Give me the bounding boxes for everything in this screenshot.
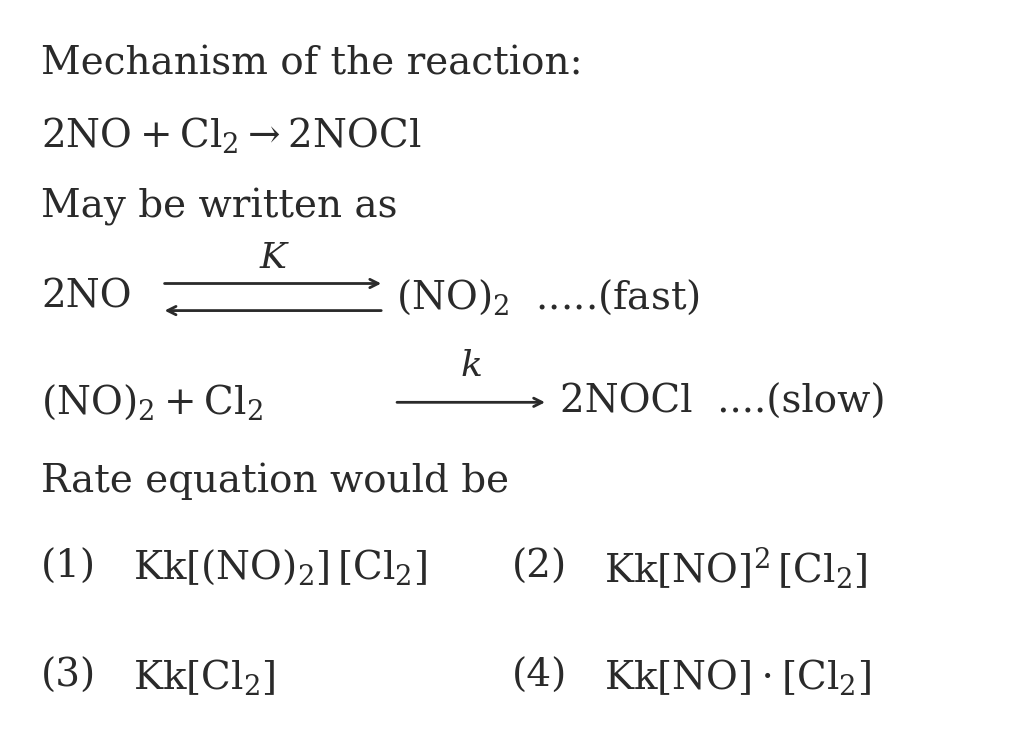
Text: $\mathdefault{Kk[Cl_2]}$: $\mathdefault{Kk[Cl_2]}$ (133, 656, 275, 697)
Text: Mechanism of the reaction:: Mechanism of the reaction: (41, 45, 583, 83)
Text: $\mathdefault{(NO)_2 + Cl_2}$: $\mathdefault{(NO)_2 + Cl_2}$ (41, 383, 263, 422)
Text: (2): (2) (512, 549, 567, 587)
Text: $\mathdefault{(NO)_2}$  .....(fast): $\mathdefault{(NO)_2}$ .....(fast) (396, 277, 700, 317)
Text: Rate equation would be: Rate equation would be (41, 462, 509, 500)
Text: $\mathdefault{Kk[NO]\cdot[Cl_2]}$: $\mathdefault{Kk[NO]\cdot[Cl_2]}$ (604, 656, 871, 697)
Text: $\mathdefault{2NO + Cl_2 \rightarrow 2NOCl}$: $\mathdefault{2NO + Cl_2 \rightarrow 2NO… (41, 115, 422, 156)
Text: (3): (3) (41, 658, 96, 696)
Text: $\mathdefault{Kk[NO]^2\,[Cl_2]}$: $\mathdefault{Kk[NO]^2\,[Cl_2]}$ (604, 545, 867, 590)
Text: 2NOCl  ....(slow): 2NOCl ....(slow) (560, 384, 886, 421)
Text: 2NO: 2NO (41, 278, 131, 316)
Text: (1): (1) (41, 549, 96, 587)
Text: k: k (460, 349, 482, 384)
Text: May be written as: May be written as (41, 188, 397, 226)
Text: (4): (4) (512, 658, 567, 696)
Text: K: K (259, 241, 287, 275)
Text: $\mathdefault{Kk[(NO)_2]\,[Cl_2]}$: $\mathdefault{Kk[(NO)_2]\,[Cl_2]}$ (133, 548, 427, 587)
